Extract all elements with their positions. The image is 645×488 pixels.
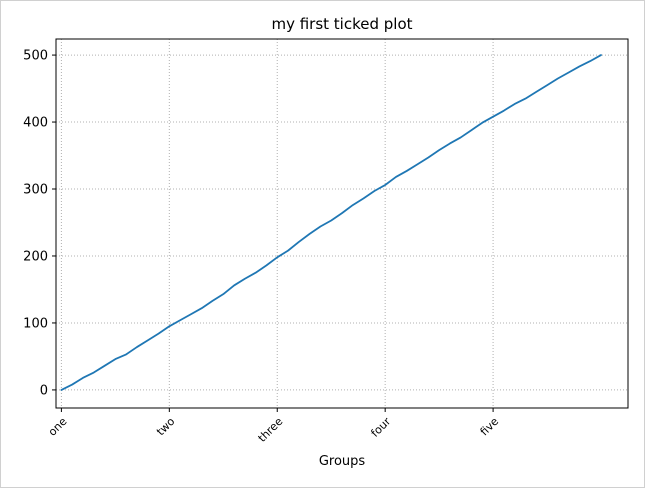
x-tick-label: two xyxy=(154,415,178,439)
series-line xyxy=(60,54,602,391)
y-tick-label: 300 xyxy=(23,183,48,198)
x-tick-label: one xyxy=(46,415,70,439)
x-tick-label: three xyxy=(256,415,286,445)
y-tick-label: 100 xyxy=(23,316,48,331)
x-tick-label: five xyxy=(478,415,502,439)
axis-ticks: one two three four five 0 100 200 300 400 500 xyxy=(23,49,501,445)
y-tick-label: 200 xyxy=(23,249,48,264)
y-tick-label: 400 xyxy=(23,116,48,131)
y-tick-label: 500 xyxy=(23,49,48,64)
y-tick-label: 0 xyxy=(40,383,48,398)
plot-area xyxy=(55,38,629,409)
grid xyxy=(56,39,628,408)
plot-series xyxy=(60,54,602,391)
x-tick-label: four xyxy=(368,415,393,440)
chart-title: my first ticked plot xyxy=(271,15,412,33)
x-axis-label: Groups xyxy=(319,454,366,469)
